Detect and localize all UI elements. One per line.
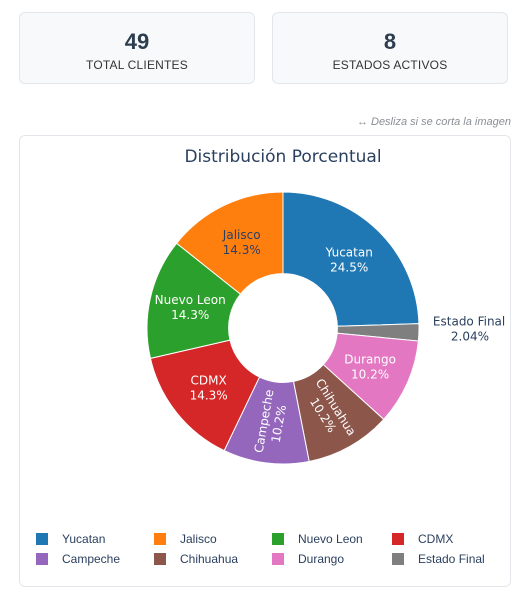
legend-swatch [36, 553, 48, 565]
chart-title: Distribución Porcentual [184, 147, 381, 167]
legend-item-yucatan[interactable]: Yucatan [36, 532, 154, 546]
slice-value-jalisco: 14.3% [223, 243, 261, 257]
slice-name-cdmx: CDMX [191, 373, 227, 387]
chart-legend: Yucatan Jalisco Nuevo Leon CDMX Campeche Chih… [36, 532, 506, 566]
slice-jalisco[interactable] [175, 191, 284, 295]
slice-name-nuevo-leon: Nuevo Leon [155, 293, 226, 307]
slice-name-yucatan: Yucatan [325, 246, 373, 260]
slice-value-estado-final: 2.04% [451, 330, 489, 344]
legend-label: CDMX [418, 532, 454, 546]
total-clients-label: TOTAL CLIENTES [86, 58, 188, 72]
legend-swatch [392, 533, 404, 545]
legend-label: Chihuahua [180, 552, 239, 566]
chart-card: Distribución Porcentual Yucatan 24.5% Esta… [19, 135, 511, 587]
slice-value-nuevo-leon: 14.3% [171, 308, 209, 322]
total-clients-card: 49 TOTAL CLIENTES [19, 12, 255, 84]
legend-swatch [154, 553, 166, 565]
legend-swatch [272, 533, 284, 545]
legend-swatch [36, 533, 48, 545]
slice-value-campeche: 10.2% [269, 404, 289, 444]
total-clients-value: 49 [124, 29, 150, 54]
slice-yucatan[interactable] [282, 191, 420, 327]
legend-swatch [272, 553, 284, 565]
slice-cdmx[interactable] [149, 339, 261, 452]
legend-item-jalisco[interactable]: Jalisco [154, 532, 272, 546]
slice-name-estado-final: Estado Final [433, 315, 505, 329]
legend-label: Durango [298, 552, 345, 566]
legend-item-estado-final[interactable]: Estado Final [392, 552, 502, 566]
slice-name-jalisco: Jalisco [222, 228, 261, 242]
slice-value-durango: 10.2% [351, 368, 389, 382]
slice-value-cdmx: 14.3% [190, 388, 228, 402]
active-states-value: 8 [383, 29, 397, 54]
legend-swatch [392, 553, 404, 565]
legend-label: Yucatan [62, 532, 106, 546]
scroll-hint: ↔ Desliza si se corta la imagen [356, 116, 511, 128]
slice-nuevo-leon[interactable] [146, 242, 242, 360]
slice-value-yucatan: 24.5% [330, 261, 368, 275]
slice-name-durango: Durango [344, 353, 396, 367]
active-states-label: ESTADOS ACTIVOS [332, 58, 448, 72]
legend-label: Estado Final [418, 552, 485, 566]
legend-item-durango[interactable]: Durango [272, 552, 392, 566]
legend-item-campeche[interactable]: Campeche [36, 552, 154, 566]
legend-item-chihuahua[interactable]: Chihuahua [154, 552, 272, 566]
legend-label: Nuevo Leon [298, 532, 363, 546]
legend-item-nuevo-leon[interactable]: Nuevo Leon [272, 532, 392, 546]
legend-label: Jalisco [180, 532, 217, 546]
active-states-card: 8 ESTADOS ACTIVOS [272, 12, 508, 84]
legend-label: Campeche [62, 552, 121, 566]
legend-swatch [154, 533, 166, 545]
legend-item-cdmx[interactable]: CDMX [392, 532, 502, 546]
